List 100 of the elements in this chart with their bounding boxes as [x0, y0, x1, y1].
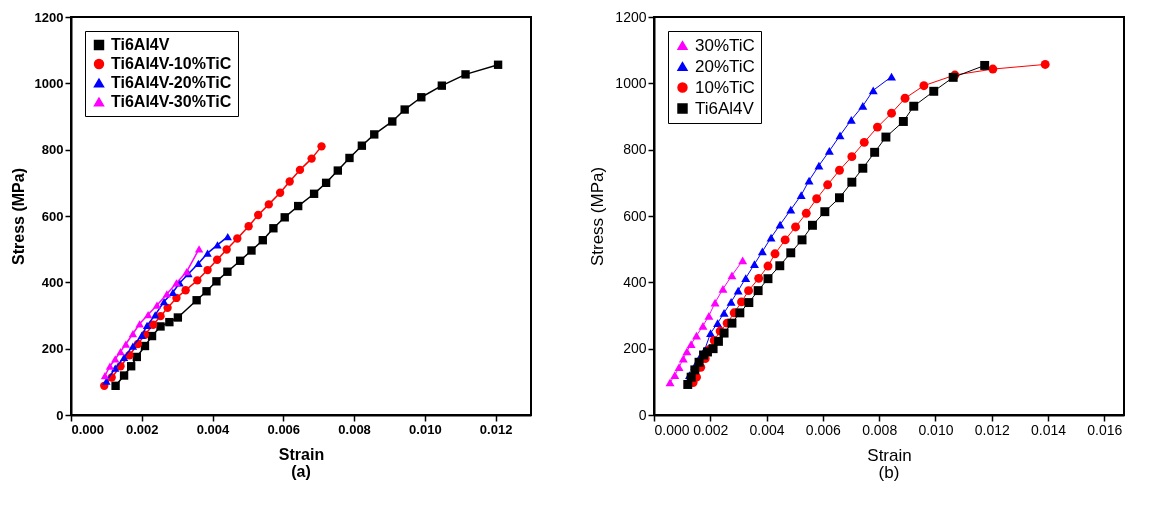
x-tick-label: 0.006	[805, 421, 842, 438]
point	[128, 342, 138, 350]
point	[791, 222, 801, 232]
point	[357, 141, 367, 150]
point	[285, 177, 294, 186]
x-axis-title: Strain	[278, 445, 325, 463]
point	[786, 248, 796, 258]
point	[152, 301, 162, 309]
point	[317, 142, 326, 151]
point	[105, 362, 115, 370]
y-tick-label: 1200	[615, 8, 647, 25]
point	[887, 108, 896, 118]
point	[797, 235, 807, 245]
y-tick-label: 0	[56, 407, 64, 423]
point	[119, 353, 129, 361]
point	[437, 81, 447, 90]
point	[775, 261, 785, 271]
y-tick-label: 400	[623, 273, 647, 290]
point	[222, 245, 231, 254]
x-tick-label: 0.016	[1087, 421, 1123, 438]
point	[763, 261, 773, 271]
point	[872, 122, 882, 132]
point	[162, 290, 172, 298]
point	[719, 328, 729, 338]
x-tick-label: 0.012	[479, 421, 513, 437]
point	[280, 213, 289, 222]
point	[132, 352, 141, 362]
point	[168, 288, 178, 296]
point	[156, 322, 165, 331]
legend-label: 20%TiC	[695, 56, 755, 76]
point	[770, 249, 780, 259]
point	[159, 297, 169, 306]
point	[223, 267, 232, 276]
y-tick-label: 1200	[34, 9, 64, 25]
point	[909, 101, 919, 111]
point	[275, 188, 285, 197]
point	[868, 86, 878, 95]
point	[111, 355, 120, 363]
y-tick-label: 600	[623, 207, 647, 224]
point	[727, 271, 737, 280]
point	[151, 311, 160, 319]
point	[754, 273, 764, 283]
point	[126, 362, 136, 371]
point	[400, 105, 409, 114]
point	[293, 201, 303, 211]
point	[726, 298, 736, 306]
point	[388, 117, 397, 126]
point	[111, 364, 120, 372]
point	[192, 296, 201, 305]
point	[213, 241, 222, 249]
point	[835, 193, 844, 203]
point	[269, 224, 278, 233]
y-tick-label: 600	[41, 208, 64, 224]
point	[859, 137, 869, 147]
legend-label: Ti6Al4V	[111, 36, 170, 53]
text: (a)	[291, 463, 311, 480]
text: (b)	[878, 463, 900, 482]
y-tick-label: 0	[638, 406, 647, 423]
point	[264, 200, 273, 209]
point	[333, 166, 342, 175]
x-tick-label: 0.000	[71, 421, 105, 437]
point	[309, 189, 319, 198]
legend-label: Ti6Al4V-30%TiC	[111, 93, 232, 110]
point	[763, 274, 773, 284]
point	[727, 318, 737, 328]
point	[165, 317, 174, 327]
x-tick-label: 0.006	[267, 421, 301, 437]
point	[670, 371, 680, 380]
point	[142, 321, 152, 330]
point	[801, 208, 811, 218]
legend-label: 30%TiC	[695, 35, 755, 55]
y-axis-title: Stress (MPa)	[9, 168, 27, 265]
y-tick-label: 400	[41, 274, 64, 290]
x-tick-label: 0.004	[749, 421, 785, 438]
point	[812, 194, 822, 204]
point	[753, 286, 763, 296]
point	[193, 276, 202, 285]
point	[181, 286, 190, 295]
point	[163, 303, 172, 313]
x-tick-label: 0.012	[974, 421, 1010, 438]
point	[692, 331, 701, 340]
y-tick-label: 1000	[34, 75, 64, 91]
point	[980, 60, 990, 70]
point	[820, 207, 830, 217]
point	[718, 285, 728, 293]
point	[119, 371, 129, 380]
point	[870, 147, 880, 157]
x-tick-label: 0.014	[1030, 421, 1067, 438]
point	[461, 70, 470, 79]
point	[135, 320, 144, 328]
point	[719, 308, 729, 317]
point	[212, 277, 221, 286]
y-tick-label: 200	[41, 341, 64, 357]
point	[858, 102, 868, 110]
legend-label: Ti6Al4V	[695, 98, 755, 118]
point	[111, 381, 120, 390]
y-tick-label: 1000	[615, 74, 647, 91]
point	[847, 177, 857, 187]
legend-label: Ti6Al4V-10%TiC	[111, 55, 232, 72]
point	[824, 147, 834, 155]
